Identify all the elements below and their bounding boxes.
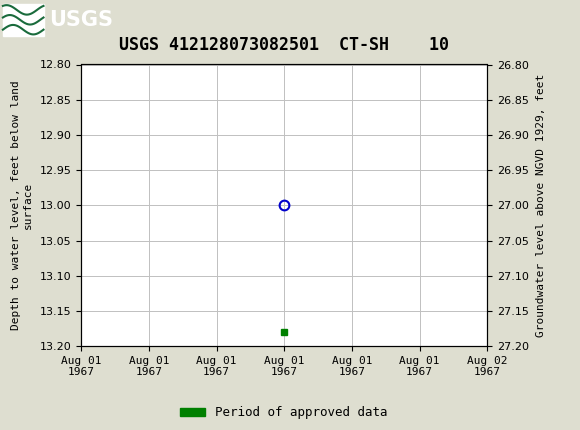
Bar <box>3 4 43 36</box>
Y-axis label: Groundwater level above NGVD 1929, feet: Groundwater level above NGVD 1929, feet <box>536 74 546 337</box>
Legend: Period of approved data: Period of approved data <box>175 401 393 424</box>
Y-axis label: Depth to water level, feet below land
surface: Depth to water level, feet below land su… <box>11 80 32 330</box>
Text: USGS: USGS <box>49 10 113 30</box>
Text: USGS 412128073082501  CT-SH    10: USGS 412128073082501 CT-SH 10 <box>119 36 449 54</box>
